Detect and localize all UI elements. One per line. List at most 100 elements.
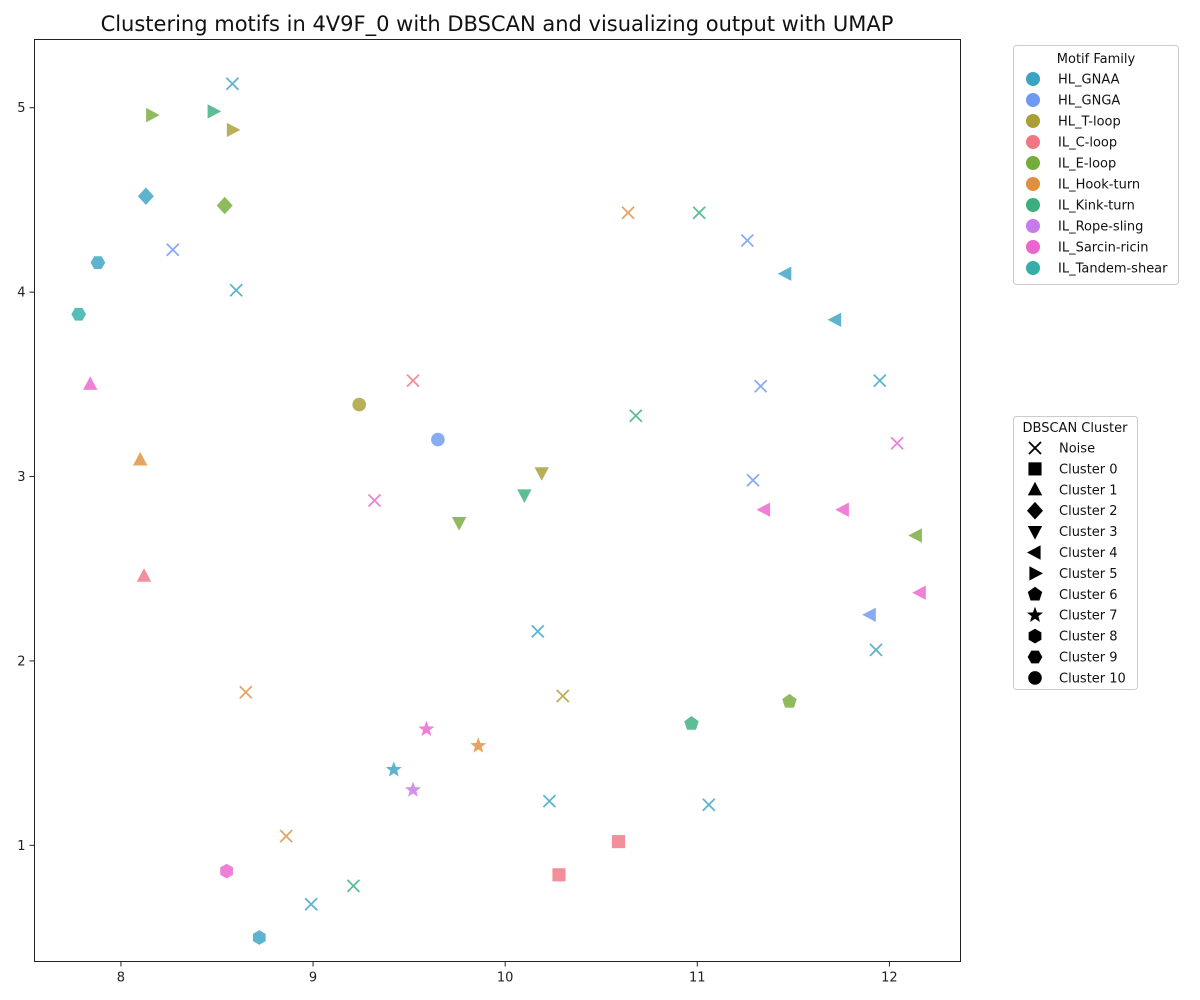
data-point [137, 187, 154, 205]
legend-item: Cluster 9 [1027, 651, 1118, 666]
legend-label: Cluster 9 [1059, 651, 1118, 666]
legend-title: Motif Family [1057, 52, 1136, 67]
legend-item: HL_T-loop [1026, 114, 1121, 130]
y-tick-label: 2 [17, 654, 25, 669]
legend-item: Cluster 0 [1028, 462, 1118, 477]
legend-marker [1029, 566, 1043, 581]
x-tick-label: 11 [689, 971, 706, 986]
x-tick-label: 9 [309, 971, 317, 986]
legend-marker [1028, 628, 1042, 644]
data-point [556, 689, 570, 703]
data-point [207, 104, 222, 119]
legend-label: Noise [1059, 442, 1095, 457]
data-point [912, 585, 926, 600]
legend-item: Cluster 10 [1028, 671, 1126, 686]
data-point [304, 897, 318, 911]
legend-item: Cluster 6 [1027, 586, 1118, 603]
legend-label: Cluster 1 [1059, 483, 1118, 498]
x-tick-label: 12 [881, 971, 898, 986]
data-point [367, 493, 382, 508]
y-tick-label: 1 [17, 839, 25, 854]
data-point [352, 397, 366, 412]
data-point [229, 283, 243, 297]
data-point [216, 196, 233, 215]
data-point [692, 206, 706, 220]
legend-item: IL_Kink-turn [1026, 198, 1135, 214]
x-axis: 8 9 10 11 12 [117, 961, 898, 986]
data-point [346, 879, 361, 893]
legend-label: Cluster 10 [1059, 671, 1126, 686]
data-point [684, 716, 699, 730]
data-point [862, 607, 876, 622]
motif-family-legend: Motif Family HL_GNAA HL_GNGA HL_T-loop IL_C… [1013, 45, 1179, 285]
legend-label: HL_T-loop [1058, 115, 1121, 130]
legend-title: DBSCAN Cluster [1023, 421, 1129, 436]
legend-item: Cluster 4 [1027, 545, 1118, 561]
legend-marker [1027, 545, 1041, 560]
data-point [71, 307, 87, 321]
data-point [90, 256, 106, 269]
legend-swatch [1026, 177, 1040, 191]
legend-item: HL_GNGA [1026, 93, 1120, 109]
data-point [418, 720, 435, 736]
data-point [754, 379, 768, 393]
legend-label: IL_Tandem-shear [1058, 262, 1168, 277]
data-point [385, 761, 402, 777]
legend-swatch [1026, 261, 1040, 275]
legend-label: IL_Sarcin-ricin [1058, 241, 1149, 256]
points-layer [71, 77, 926, 945]
data-point [83, 376, 98, 390]
data-point [740, 233, 754, 248]
data-point [777, 266, 792, 281]
legend-label: IL_Rope-sling [1058, 220, 1143, 235]
legend-label: Cluster 0 [1059, 462, 1118, 477]
data-point [869, 643, 883, 657]
legend-box [1013, 416, 1138, 690]
data-point [405, 781, 421, 797]
data-point [136, 568, 152, 582]
legend-swatch [1026, 156, 1040, 170]
data-point [702, 798, 716, 812]
x-tick-label: 8 [117, 971, 125, 986]
legend-label: Cluster 7 [1059, 609, 1118, 624]
data-point [746, 473, 760, 487]
legend-marker [1027, 586, 1043, 601]
legend-label: HL_GNGA [1058, 94, 1120, 109]
data-point [534, 467, 549, 481]
data-point [225, 77, 240, 91]
legend-swatch [1026, 240, 1040, 254]
data-point [252, 930, 266, 945]
x-tick-label: 10 [497, 971, 514, 986]
legend-item: Cluster 7 [1027, 606, 1118, 624]
legend-item: Cluster 2 [1027, 501, 1118, 520]
data-point [133, 451, 148, 466]
data-point [890, 436, 904, 450]
y-tick-label: 4 [17, 286, 25, 301]
legend-item: IL_Rope-sling [1026, 219, 1143, 235]
legend-swatch [1026, 135, 1040, 149]
legend-label: IL_E-loop [1058, 157, 1116, 172]
data-point [827, 312, 842, 327]
data-point [629, 409, 643, 423]
legend-swatch [1026, 72, 1040, 86]
legend-marker [1027, 606, 1043, 622]
legend-label: IL_Kink-turn [1058, 199, 1135, 214]
data-point [431, 432, 445, 447]
data-point [146, 107, 160, 123]
data-point [226, 122, 241, 138]
legend-item: IL_Hook-turn [1026, 177, 1140, 193]
legend-item: Cluster 5 [1029, 566, 1118, 582]
legend-label: Cluster 2 [1059, 504, 1118, 519]
legend-marker [1027, 501, 1043, 520]
data-point [470, 737, 487, 753]
dbscan-cluster-legend: DBSCAN Cluster Noise Cluster 0 Cluster 1 Cl… [1013, 416, 1138, 690]
legend-swatch [1026, 219, 1040, 233]
data-point [451, 517, 467, 531]
legend-swatch [1026, 198, 1040, 212]
y-tick-label: 3 [17, 470, 25, 485]
y-axis: 1 2 3 4 5 [17, 101, 35, 854]
legend-marker [1027, 526, 1043, 540]
data-point [835, 502, 849, 517]
legend-marker [1028, 462, 1042, 476]
legend-label: Cluster 8 [1059, 630, 1118, 645]
